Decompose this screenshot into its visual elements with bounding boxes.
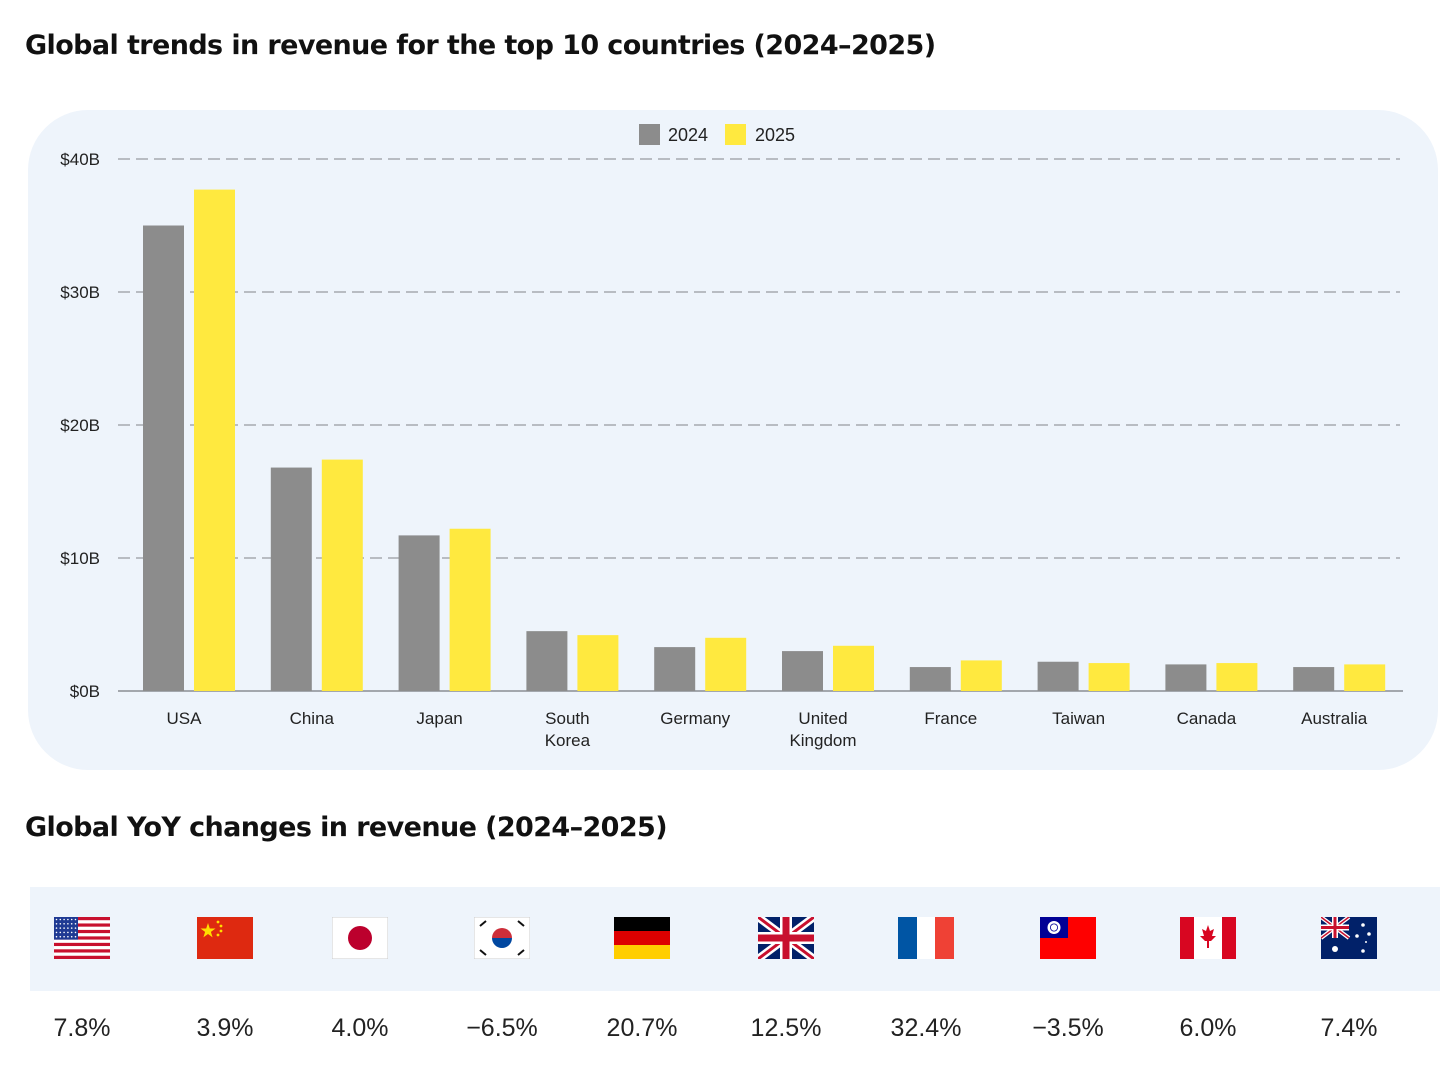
x-tick-label: France (924, 709, 977, 728)
bar-2024 (782, 651, 823, 691)
x-tick-label: Japan (416, 709, 462, 728)
bar-2024 (654, 647, 696, 691)
yoy-change-value: 7.4% (1320, 1014, 1378, 1042)
legend-label: 2025 (755, 125, 795, 145)
y-tick-label: $30B (60, 283, 100, 302)
bar-2024 (398, 535, 440, 691)
x-tick-label: Australia (1301, 709, 1368, 728)
bar-2025 (1216, 663, 1258, 691)
yoy-change-value: 6.0% (1179, 1014, 1237, 1042)
yoy-change-value: 7.8% (53, 1014, 111, 1042)
bar-2025 (960, 660, 1002, 691)
bar-2025 (833, 645, 874, 691)
france-flag-icon (898, 917, 954, 959)
yoy-change-value: −3.5% (1032, 1014, 1104, 1042)
bar-2025 (1088, 663, 1130, 691)
legend-swatch-2025 (725, 124, 746, 145)
y-tick-label: $10B (60, 549, 100, 568)
yoy-title: Global YoY changes in revenue (2024–2025… (25, 812, 668, 843)
us-flag-icon (54, 917, 110, 960)
bar-2024 (270, 467, 312, 691)
bar-2024 (909, 667, 951, 691)
x-tick-label: Korea (545, 731, 591, 750)
yoy-change-value: 4.0% (331, 1014, 389, 1042)
bar-2024 (526, 631, 568, 691)
yoy-change-value: 12.5% (750, 1014, 822, 1042)
x-tick-label: China (290, 709, 335, 728)
bar-2024 (143, 225, 184, 691)
x-tick-label: South (545, 709, 589, 728)
taiwan-flag-icon (1040, 917, 1096, 959)
germany-flag-icon (614, 917, 670, 959)
bar-2024 (1037, 661, 1079, 691)
x-tick-label: United (798, 709, 847, 728)
yoy-change-value: 20.7% (606, 1014, 678, 1042)
china-flag-icon (197, 917, 253, 959)
legend-label: 2024 (668, 125, 708, 145)
x-tick-label: Canada (1177, 709, 1237, 728)
revenue-bar-chart: $0B $10B $20B $30B $40B USA China Japan South Kor… (60, 124, 1403, 750)
chart-title: Global trends in revenue for the top 10 … (25, 30, 936, 61)
bar-2025 (321, 459, 363, 691)
bar-2024 (1165, 664, 1207, 691)
y-tick-label: $0B (70, 682, 100, 701)
bar-2025 (705, 637, 747, 691)
bar-2025 (194, 189, 235, 691)
yoy-change-value: 32.4% (890, 1014, 962, 1042)
x-tick-label: Taiwan (1052, 709, 1105, 728)
uk-flag-icon (755, 913, 817, 963)
south-korea-flag-icon (473, 916, 531, 960)
bar-2025 (577, 635, 619, 691)
y-tick-label: $20B (60, 416, 100, 435)
legend-swatch-2024 (639, 124, 660, 145)
japan-flag-icon (331, 916, 389, 960)
yoy-change-value: −6.5% (466, 1014, 538, 1042)
canada-flag-icon (1180, 917, 1236, 959)
x-tick-label: Germany (660, 709, 730, 728)
yoy-change-value: 3.9% (196, 1014, 254, 1042)
y-tick-label: $40B (60, 150, 100, 169)
x-tick-label: USA (167, 709, 203, 728)
x-tick-label: Kingdom (789, 731, 856, 750)
bar-2024 (1293, 667, 1335, 691)
bar-2025 (1344, 664, 1386, 691)
bar-2025 (449, 528, 491, 691)
australia-flag-icon (1319, 915, 1377, 959)
